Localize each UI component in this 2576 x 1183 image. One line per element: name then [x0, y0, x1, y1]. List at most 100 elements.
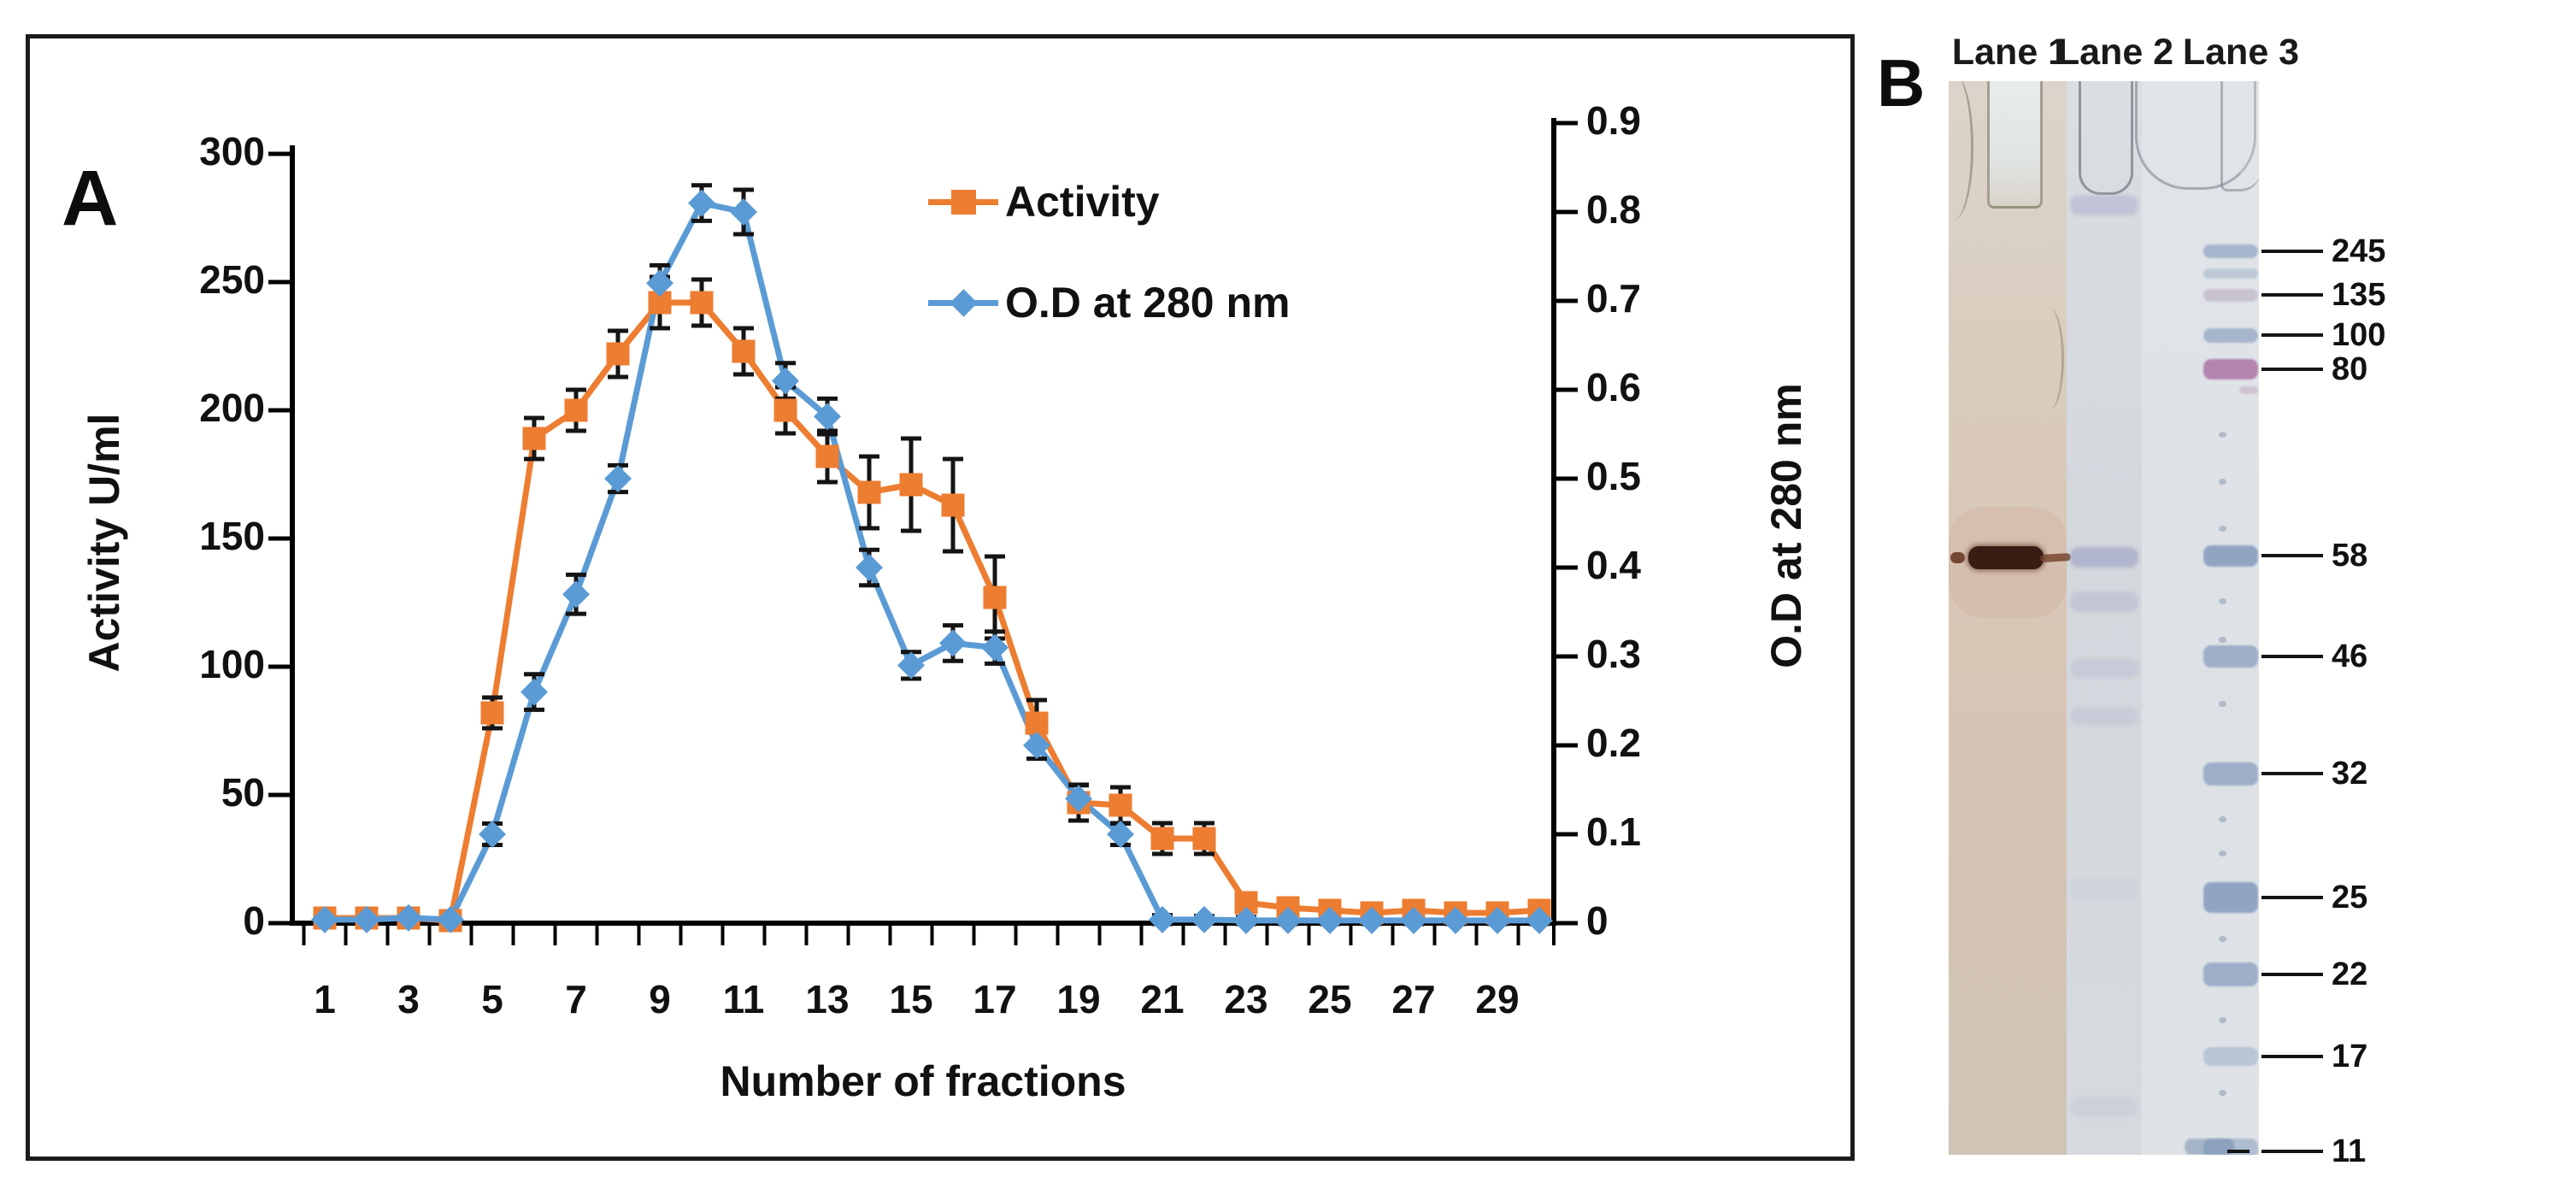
ladder-band: [2203, 544, 2258, 567]
x-axis-tick-label: 25: [1308, 977, 1352, 1021]
od-marker: [520, 678, 548, 706]
left-axis-tick-label: 200: [199, 386, 265, 430]
lane-1-protein-band: [1968, 546, 2044, 569]
panel-a-letter: A: [62, 155, 119, 242]
ladder-band: [2203, 288, 2258, 302]
lane-2-band: [2070, 592, 2138, 612]
lane-2-band: [2070, 547, 2138, 568]
ladder-band: [2203, 962, 2258, 986]
x-axis-tick-label: 7: [565, 977, 587, 1021]
left-axis-tick-label: 100: [199, 642, 265, 686]
lane-1-well: [1987, 81, 2043, 209]
x-axis-tick-label: 11: [722, 977, 765, 1021]
gel-speckle: [2219, 1017, 2226, 1023]
od-marker: [604, 465, 632, 492]
mw-marker-label: 32: [2332, 756, 2368, 792]
od-marker: [1065, 785, 1092, 813]
ladder-band: [2203, 1047, 2258, 1066]
mw-marker-line: [2261, 250, 2323, 253]
left-y-axis-title: Activity U/ml: [80, 413, 128, 673]
activity-marker: [522, 427, 546, 450]
lane-2-band: [2070, 658, 2138, 679]
lane-2-well: [2079, 81, 2133, 195]
activity-marker: [815, 444, 839, 468]
activity-marker: [1109, 793, 1132, 817]
lane-2-label: Lane 2: [2056, 32, 2174, 73]
od-marker: [688, 189, 715, 217]
lane-2-band: [2070, 879, 2138, 899]
activity-series-line: [321, 299, 1543, 924]
od-marker: [562, 580, 590, 609]
gel-speckle: [2219, 479, 2226, 485]
od-marker: [1484, 906, 1511, 934]
lane-3-streak-hook: [2220, 81, 2259, 191]
activity-square-marker-icon: [951, 190, 976, 215]
right-axis-tick-label: 0.5: [1586, 454, 1641, 498]
right-axis-tick-label: 0.1: [1586, 809, 1641, 854]
od-marker: [1149, 905, 1176, 933]
ladder-bottom-blob: [2185, 1139, 2234, 1155]
mw-marker-label: 80: [2332, 351, 2368, 387]
activity-marker: [941, 493, 965, 517]
mw-marker-line: [2261, 655, 2323, 658]
od-marker: [1400, 906, 1427, 934]
od-marker: [353, 905, 380, 933]
x-axis-tick-label: 29: [1475, 977, 1520, 1021]
od-marker: [1358, 906, 1385, 934]
lane-1-band-halo: [1949, 507, 2067, 618]
gel-speckle: [2219, 1090, 2226, 1096]
od-marker: [1442, 906, 1469, 934]
mw-marker-label: 100: [2332, 317, 2386, 353]
lane-1-label: Lane 1: [1951, 32, 2069, 73]
mw-marker-line: [2261, 368, 2323, 371]
left-axis-tick-label: 150: [199, 514, 265, 558]
panel-a-border: [26, 34, 1855, 1161]
mw-marker-line: [2261, 1055, 2323, 1058]
mw-marker-line: [2261, 973, 2323, 976]
activity-marker: [564, 398, 588, 422]
gel-speckle: [2219, 598, 2226, 604]
od-marker: [981, 633, 1009, 662]
mw-marker-label: 22: [2332, 956, 2368, 992]
mw-marker-label: 46: [2332, 639, 2368, 674]
mw-marker-line: [2261, 554, 2323, 557]
ladder-band: [2203, 327, 2258, 343]
ladder-band: [2203, 268, 2258, 279]
left-axis-tick-label: 250: [199, 257, 265, 302]
od-marker: [1274, 906, 1302, 934]
ladder-band: [2203, 244, 2258, 258]
x-axis-title: Number of fractions: [720, 1057, 1126, 1105]
lane-1-edge-streak: [1949, 81, 1973, 220]
od-marker: [939, 629, 967, 657]
lane-2-band: [2070, 706, 2138, 727]
gel-speckle: [2219, 432, 2226, 438]
ladder-band: [2203, 762, 2258, 786]
gel-speckle: [2219, 936, 2226, 942]
od-series-swatch: [928, 277, 998, 328]
left-axis-tick-label: 300: [199, 129, 265, 174]
gel-lane-2: [2067, 81, 2142, 1155]
right-axis-tick-label: 0.7: [1586, 276, 1641, 321]
ladder-band: [2203, 359, 2258, 380]
right-axis-tick-label: 0.4: [1586, 543, 1641, 587]
mw-marker-dash: [2227, 1150, 2250, 1153]
od-marker: [646, 269, 673, 297]
od-marker: [1107, 821, 1134, 848]
gel-lane-3: [2142, 81, 2259, 1155]
activity-marker: [899, 473, 923, 497]
od-marker: [479, 821, 506, 848]
lane-3-streak-arc: [2135, 81, 2256, 190]
gel-speckle: [2219, 526, 2226, 532]
activity-marker: [690, 291, 714, 315]
od-marker: [772, 367, 799, 395]
mw-marker-label: 58: [2332, 538, 2368, 574]
mw-marker-line: [2261, 896, 2323, 899]
lane-2-band: [2070, 195, 2138, 215]
gel-photo: [1949, 81, 2259, 1155]
od-marker: [856, 554, 883, 581]
x-axis-tick-label: 23: [1224, 977, 1268, 1021]
activity-marker: [773, 398, 797, 422]
ladder-band: [2239, 386, 2258, 394]
activity-marker: [732, 339, 756, 363]
